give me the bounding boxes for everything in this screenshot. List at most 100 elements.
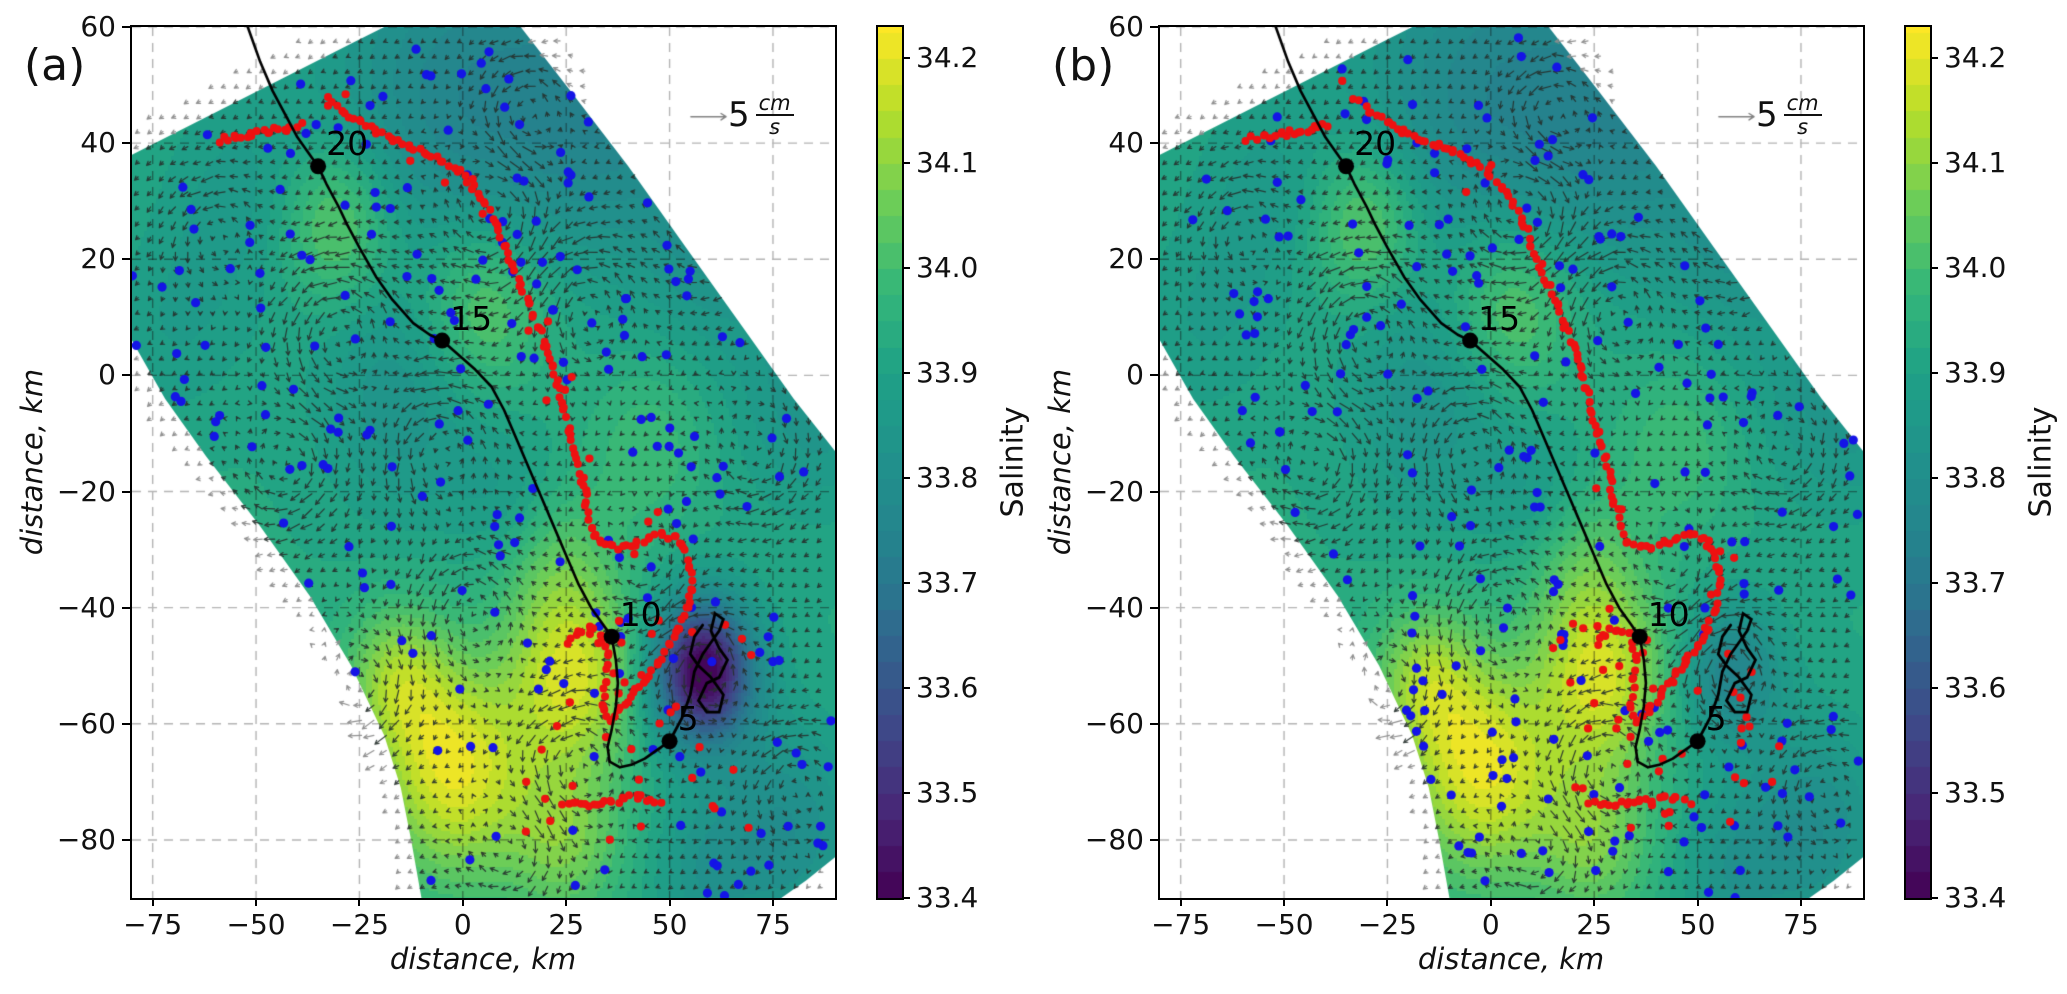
x-tick-mark (1489, 898, 1492, 906)
x-tick-mark (1696, 898, 1699, 906)
colorbar-tick-label: 33.4 (1944, 881, 2007, 914)
x-tick-label: −25 (329, 908, 389, 941)
colorbar-tick-mark (902, 267, 910, 270)
salinity-map-canvas-a (132, 27, 835, 898)
colorbar-tick-mark (1930, 477, 1938, 480)
x-tick-mark (1593, 898, 1596, 906)
colorbar-tick-mark (902, 372, 910, 375)
y-tick-label: 60 (1108, 10, 1144, 43)
quiver-key-unit-top-b: cm (1783, 92, 1822, 117)
trajectory-day-label: 10 (1647, 594, 1690, 634)
colorbar-tick-label: 34.1 (1944, 146, 2007, 180)
y-tick-mark (1150, 374, 1158, 377)
x-tick-label: 50 (651, 908, 688, 941)
colorbar-tick-mark (1930, 57, 1938, 60)
y-tick-label: −20 (56, 474, 116, 508)
colorbar-tick-mark (1930, 897, 1938, 899)
trajectory-day-label: 15 (450, 298, 493, 338)
x-tick-label: 0 (453, 908, 472, 941)
x-tick-label: 75 (755, 908, 791, 941)
colorbar-tick-mark (902, 582, 910, 585)
y-tick-label: 0 (98, 358, 116, 392)
x-tick-mark (1283, 898, 1286, 906)
y-tick-mark (122, 606, 130, 609)
trajectory-day-label: 5 (1705, 699, 1727, 739)
x-tick-label: 0 (1481, 908, 1500, 941)
x-axis-label-a: distance, km (389, 942, 577, 976)
x-tick-mark (151, 898, 154, 906)
trajectory-day-label: 10 (619, 594, 662, 634)
colorbar-a (876, 25, 904, 900)
x-tick-mark (1179, 898, 1182, 906)
x-tick-mark (358, 898, 361, 906)
y-tick-label: −20 (1084, 474, 1144, 508)
y-axis-label-b: distance, km (1043, 368, 1077, 556)
y-tick-label: 60 (80, 10, 116, 43)
quiver-key-units-a: cm s (755, 92, 794, 140)
x-tick-label: 75 (1783, 908, 1819, 941)
x-tick-mark (255, 898, 258, 906)
salinity-map-canvas-b (1160, 27, 1863, 898)
x-tick-label: −50 (226, 908, 286, 941)
y-tick-mark (1150, 838, 1158, 841)
y-tick-label: −60 (56, 706, 116, 740)
quiver-key-unit-bottom-a: s (769, 115, 781, 140)
colorbar-canvas-b (1906, 27, 1930, 898)
colorbar-tick-label: 33.8 (916, 461, 979, 495)
plot-area-b (1158, 25, 1865, 900)
colorbar-tick-label: 33.9 (916, 356, 979, 390)
x-tick-label: 50 (1679, 908, 1716, 941)
quiver-key-units-b: cm s (1783, 92, 1822, 140)
colorbar-tick-mark (902, 897, 910, 899)
quiver-key-unit-bottom-b: s (1797, 115, 1809, 140)
colorbar-tick-label: 33.7 (1944, 566, 2007, 600)
colorbar-tick-label: 34.2 (1944, 41, 2007, 75)
colorbar-tick-mark (902, 477, 910, 480)
x-tick-label: −50 (1254, 908, 1314, 941)
plot-area-a (130, 25, 837, 900)
quiver-key-a: 5 cm s (728, 92, 794, 138)
x-tick-mark (461, 898, 464, 906)
colorbar-tick-mark (1930, 162, 1938, 165)
y-tick-label: −80 (56, 822, 116, 856)
colorbar-tick-label: 33.7 (916, 566, 979, 600)
y-axis-label-a: distance, km (15, 368, 49, 556)
colorbar-tick-label: 33.6 (916, 671, 979, 705)
colorbar-tick-label: 33.5 (1944, 776, 2007, 810)
colorbar-tick-label: 34.2 (916, 41, 979, 75)
trajectory-day-label: 5 (677, 699, 699, 739)
y-tick-mark (1150, 26, 1158, 28)
y-tick-label: 20 (1108, 242, 1144, 276)
colorbar-tick-label: 34.0 (916, 251, 979, 285)
y-tick-mark (122, 490, 130, 493)
y-tick-label: −40 (1084, 590, 1144, 624)
x-axis-label-b: distance, km (1417, 942, 1605, 976)
y-tick-mark (1150, 606, 1158, 609)
panel-label-a: (a) (24, 40, 86, 91)
y-tick-mark (122, 838, 130, 841)
x-tick-label: 25 (548, 908, 585, 941)
colorbar-tick-label: 34.1 (916, 146, 979, 180)
quiver-key-unit-top-a: cm (755, 92, 794, 117)
y-tick-mark (122, 26, 130, 28)
colorbar-tick-label: 33.6 (1944, 671, 2007, 705)
colorbar-tick-mark (1930, 372, 1938, 375)
y-tick-label: −80 (1084, 822, 1144, 856)
colorbar-b (1904, 25, 1932, 900)
colorbar-canvas-a (878, 27, 902, 898)
x-tick-label: −75 (1151, 908, 1211, 941)
colorbar-tick-mark (902, 792, 910, 795)
x-tick-mark (565, 898, 568, 906)
panel-label-b: (b) (1052, 40, 1115, 91)
y-tick-mark (1150, 142, 1158, 145)
x-tick-label: 25 (1576, 908, 1613, 941)
x-tick-mark (1799, 898, 1802, 906)
y-tick-mark (1150, 722, 1158, 725)
y-tick-mark (122, 374, 130, 377)
y-tick-mark (1150, 258, 1158, 261)
colorbar-tick-mark (902, 687, 910, 690)
colorbar-tick-label: 33.5 (916, 776, 979, 810)
y-tick-label: 40 (80, 126, 116, 160)
colorbar-tick-mark (1930, 582, 1938, 585)
